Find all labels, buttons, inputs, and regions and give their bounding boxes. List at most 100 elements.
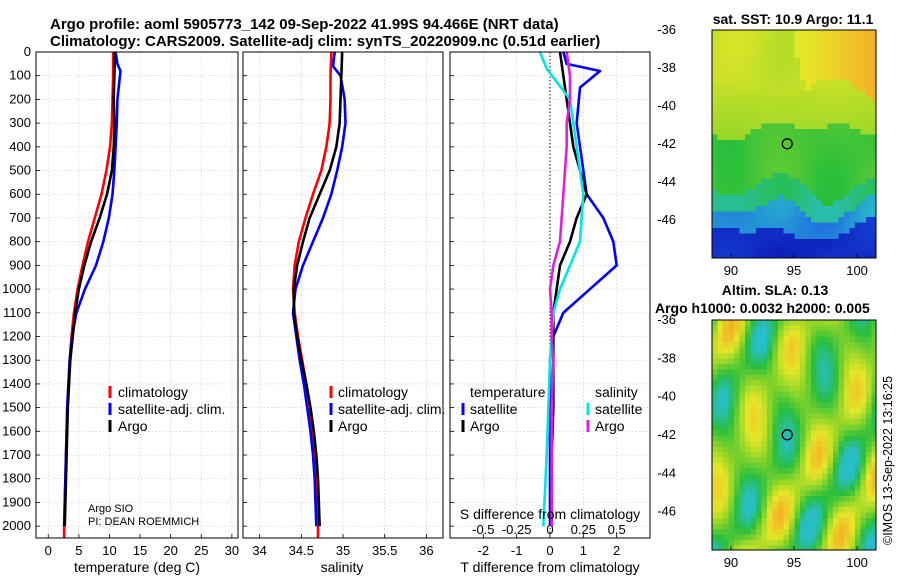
map-cell — [778, 74, 784, 80]
map-cell — [723, 529, 729, 535]
map-cell — [734, 529, 740, 535]
map-cell — [767, 364, 773, 370]
map-cell — [767, 107, 773, 113]
map-cell — [789, 222, 795, 229]
map-cell — [750, 364, 757, 370]
y-tick-label: 2000 — [2, 518, 31, 533]
map-cell — [717, 162, 724, 168]
s-tick-label: 0.25 — [571, 522, 596, 537]
map-cell — [772, 233, 779, 240]
map-cell — [739, 107, 746, 113]
map-cell — [783, 523, 790, 530]
map-cell — [756, 228, 762, 234]
map-cell — [767, 30, 773, 36]
map-cell — [761, 112, 768, 119]
y-tick-label: 300 — [9, 115, 31, 130]
map-cell — [794, 331, 801, 337]
map-cell — [789, 129, 795, 135]
map-cell — [822, 239, 828, 245]
map-cell — [789, 479, 795, 486]
map-cell — [739, 30, 746, 36]
map-cell — [860, 200, 867, 207]
map-cell — [717, 320, 724, 326]
map-cell — [827, 189, 834, 196]
map-cell — [783, 501, 790, 508]
map-cell — [849, 358, 856, 365]
map-cell — [833, 518, 839, 524]
map-cell — [717, 336, 724, 343]
map-cell — [761, 496, 768, 502]
map-cell — [816, 189, 823, 196]
map-cell — [750, 200, 757, 207]
map-cell — [827, 496, 834, 502]
map-cell — [849, 479, 856, 486]
map-cell — [800, 222, 806, 229]
map-cell — [811, 474, 817, 480]
map-cell — [816, 331, 823, 337]
map-cell — [728, 90, 735, 97]
map-cell — [816, 118, 823, 124]
map-cell — [871, 463, 876, 469]
map-cell — [717, 184, 724, 190]
map-cell — [712, 68, 718, 75]
map-cell — [772, 239, 779, 245]
map-cell — [750, 206, 757, 212]
map-cell — [772, 140, 779, 146]
map-cell — [866, 123, 872, 130]
map-cell — [772, 195, 779, 201]
map-cell — [750, 325, 757, 332]
map-cell — [844, 342, 850, 348]
map-cell — [860, 79, 867, 86]
map-cell — [712, 90, 718, 97]
map-cell — [783, 545, 790, 550]
map-cell — [800, 123, 806, 130]
map-cell — [778, 375, 784, 381]
map-cell — [772, 200, 779, 207]
map-cell — [728, 474, 735, 480]
map-cell — [778, 123, 784, 130]
map-cell — [783, 52, 790, 58]
map-cell — [838, 189, 845, 196]
map-cell — [811, 364, 817, 370]
map-cell — [844, 435, 850, 442]
map-cell — [783, 195, 790, 201]
map-cell — [783, 457, 790, 464]
map-cell — [778, 162, 784, 168]
map-cell — [783, 96, 790, 102]
map-cell — [827, 162, 834, 168]
temperature-panel: 0100200300400500600700800900100011001200… — [2, 44, 239, 558]
map-cell — [871, 206, 876, 212]
map-cell — [723, 545, 729, 550]
map-cell — [866, 63, 872, 69]
map-cell — [822, 162, 828, 168]
map-cell — [739, 250, 746, 256]
map-cell — [734, 162, 740, 168]
map-cell — [712, 375, 718, 381]
map-cell — [783, 358, 790, 365]
map-cell — [794, 228, 801, 234]
map-cell — [767, 457, 773, 464]
map-cell — [783, 413, 790, 420]
map-cell — [844, 419, 850, 425]
map-cell — [745, 140, 751, 146]
map-cell — [866, 518, 872, 524]
map-cell — [772, 134, 779, 141]
map-cell — [855, 228, 861, 234]
map-cell — [783, 512, 790, 519]
map-cell — [745, 479, 751, 486]
map-cell — [849, 145, 856, 152]
map-cell — [739, 123, 746, 130]
map-cell — [778, 96, 784, 102]
map-cell — [756, 200, 762, 207]
map-cell — [745, 217, 751, 223]
map-cell — [739, 430, 746, 436]
map-cell — [811, 206, 817, 212]
map-cell — [761, 512, 768, 519]
map-cell — [871, 325, 876, 332]
map-cell — [778, 380, 784, 387]
map-cell — [739, 342, 746, 348]
map-cell — [860, 419, 867, 425]
map-cell — [800, 457, 806, 464]
map-cell — [827, 96, 834, 102]
map-cell — [800, 35, 806, 42]
